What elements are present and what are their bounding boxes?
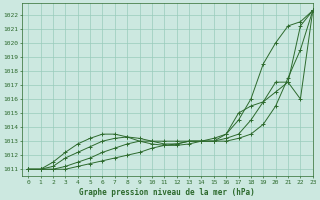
X-axis label: Graphe pression niveau de la mer (hPa): Graphe pression niveau de la mer (hPa) bbox=[79, 188, 255, 197]
